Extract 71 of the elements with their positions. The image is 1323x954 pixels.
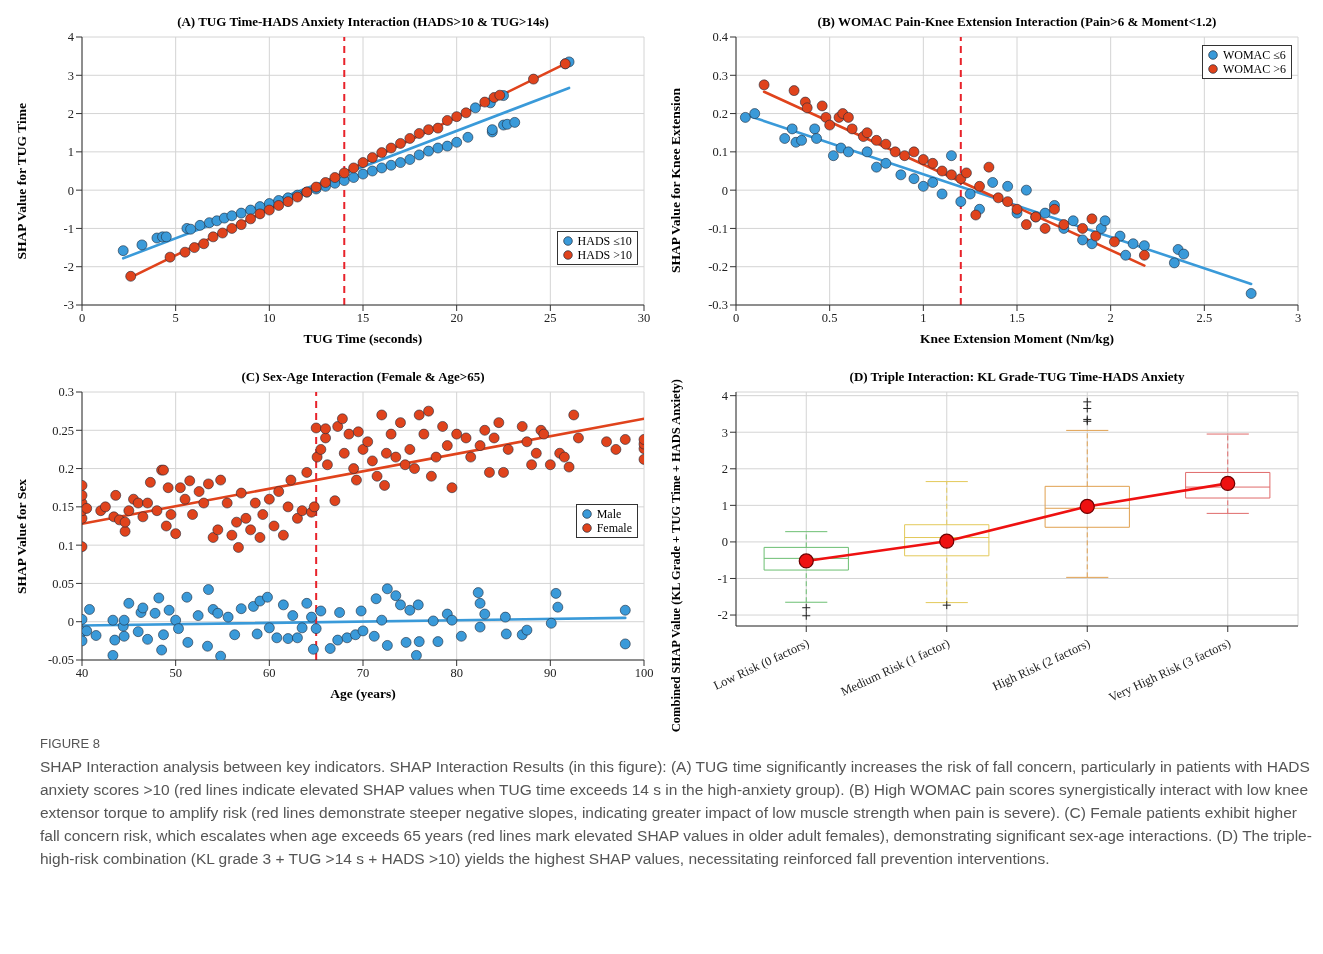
x-tick-label: 100 — [634, 665, 654, 680]
y-tick-label: 4 — [721, 389, 729, 404]
y-tick-label: 1 — [67, 145, 74, 160]
y-tick-label: -0.3 — [708, 298, 728, 313]
y-tick-label: 3 — [721, 425, 728, 440]
y-tick-label: -3 — [63, 298, 74, 313]
y-tick-label: 0.4 — [712, 30, 729, 45]
legend-label: WOMAC ≤6 — [1222, 48, 1286, 62]
legend-label: HADS ≤10 — [577, 234, 632, 248]
y-tick-label: -0.05 — [47, 653, 74, 668]
x-tick-label: 3 — [1294, 310, 1302, 325]
y-tick-label: 0 — [67, 183, 74, 198]
x-tick-label: 50 — [169, 665, 182, 680]
chart-title: (B) WOMAC Pain-Knee Extension Interaction (Pain>6 & Moment<1.2) — [816, 14, 1218, 31]
x-tick-label: 25 — [544, 310, 557, 325]
x-tick-label: 70 — [356, 665, 370, 680]
y-tick-label: -0.1 — [708, 221, 728, 236]
y-tick-label: 0.2 — [58, 462, 74, 477]
y-axis-title: SHAP Value for Sex — [14, 478, 30, 594]
y-tick-label: 0.25 — [52, 423, 74, 438]
x-tick-label: 1 — [920, 310, 927, 325]
y-axis-title: SHAP Value for Knee Extension — [668, 88, 684, 274]
x-tick-label: 2.5 — [1196, 310, 1213, 325]
y-tick-label: 1 — [721, 498, 728, 513]
y-tick-label: -0.2 — [708, 260, 728, 275]
caption: FIGURE 8 — [40, 736, 101, 751]
y-axis-title: SHAP Value for TUG Time — [14, 102, 30, 260]
legend-label: WOMAC >6 — [1222, 62, 1286, 76]
y-axis-title: Combined SHAP Value (KL Grade + TUG Time + HADS Anxiety) — [668, 379, 684, 733]
x-tick-label: 0 — [78, 310, 86, 325]
x-tick-label: 15 — [356, 310, 370, 325]
x-tick-label: 20 — [450, 310, 463, 325]
y-tick-label: 4 — [67, 30, 75, 45]
x-tick-label: 0 — [732, 310, 740, 325]
y-tick-label: 0 — [721, 535, 728, 550]
y-tick-label: 0 — [67, 615, 74, 630]
y-tick-label: 0.1 — [58, 538, 74, 553]
text: SHAP Interaction analysis between key indicators. SHAP Interaction Results (in this figure): (A) TUG time significantly increases the risk of fall concern, particularly in patients with HADS anxiety scores >10 (red lines indicate elevated SHAP values when TUG time exceeds 14 s in the high-anxiety group). (B) High WOMAC pain scores synergistically interact with low knee extensor torque to amplify risk (red lines demonstrate steeper negative slopes, indicating greater impact of low muscle strength when pain is severe). (C) Female patients exhibit higher fall concern risk, which escalates when age exceeds 65 years (red lines mark elevated SHAP values in older adult females), demonstrating significant sex-age interactions. (D) The triple-high-risk combination (KL grade 3 + TUG >14 s + HADS >10) yields the highest SHAP values, necessitating reinforced fall prevention interventions. — [40, 757, 1313, 869]
y-tick-label: -1 — [63, 221, 74, 236]
x-tick-label: 1.5 — [1009, 310, 1025, 325]
x-tick-label: 5 — [172, 310, 179, 325]
x-tick-label: 2 — [1107, 310, 1114, 325]
x-tick-label: 40 — [75, 665, 89, 680]
x-axis-title: Age (years) — [329, 686, 397, 702]
y-tick-label: -2 — [63, 260, 74, 275]
x-axis-title: TUG Time (seconds) — [302, 331, 424, 347]
y-tick-label: 0.1 — [712, 145, 728, 160]
y-tick-label: 3 — [67, 68, 74, 83]
y-tick-label: 0.15 — [52, 500, 74, 515]
y-tick-label: -1 — [717, 571, 728, 586]
y-tick-label: 0.3 — [712, 68, 728, 83]
x-tick-label: 30 — [637, 310, 651, 325]
y-tick-label: 0.2 — [712, 107, 728, 122]
y-tick-label: 0.05 — [52, 576, 74, 591]
legend-label: Female — [596, 521, 632, 535]
x-tick-label: 80 — [450, 665, 463, 680]
x-tick-label: 0.5 — [821, 310, 838, 325]
chart-title: (C) Sex-Age Interaction (Female & Age>65) — [240, 369, 486, 386]
chart-title: (D) Triple Interaction: KL Grade-TUG Time-HADS Anxiety — [848, 369, 1186, 386]
x-tick-label: 90 — [544, 665, 557, 680]
y-tick-label: 0 — [721, 183, 728, 198]
legend-label: HADS >10 — [577, 248, 632, 262]
chart-title: (A) TUG Time-HADS Anxiety Interaction (HADS>10 & TUG>14s) — [176, 14, 550, 31]
legend-label: Male — [596, 507, 622, 521]
y-tick-label: -2 — [717, 608, 728, 623]
y-tick-label: 2 — [67, 107, 74, 122]
x-tick-label: 10 — [263, 310, 276, 325]
x-tick-label: 60 — [263, 665, 276, 680]
y-tick-label: 0.3 — [58, 385, 74, 400]
y-tick-label: 2 — [721, 462, 728, 477]
x-axis-title: Knee Extension Moment (Nm/kg) — [919, 331, 1115, 347]
